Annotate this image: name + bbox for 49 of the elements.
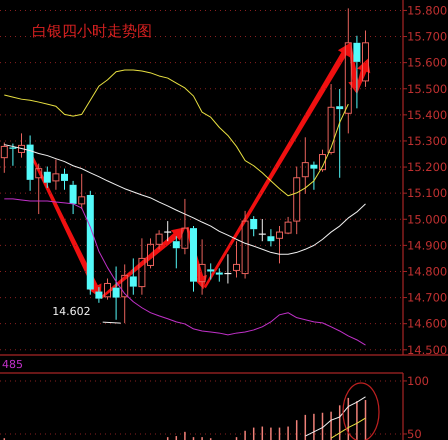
y-tick-label: 15.600 [407,56,448,70]
candlestick [181,198,188,255]
line-series [304,396,366,437]
candlestick [86,190,94,296]
candlestick [35,163,42,215]
line-series [330,418,366,439]
candlestick [52,158,60,190]
y-tick-label: 100 [407,374,429,388]
candlestick [319,149,326,172]
candlestick [121,264,128,324]
candlestick [207,262,214,280]
candlestick [26,134,34,192]
y-tick-label: 15.000 [407,212,448,226]
candlestick [362,30,369,88]
candlestick [70,180,77,215]
candlestick [130,258,137,296]
y-tick-label: 14.900 [407,238,448,252]
text: 485 [2,358,23,371]
annotation: 14.602 [52,305,91,318]
candlestick [190,226,197,292]
y-tick-label: 14.600 [407,316,448,331]
candlestick [216,268,223,282]
candlestick [344,8,352,134]
candlestick [172,236,180,269]
y-tick-label: 14.800 [407,264,448,278]
line-series [4,69,349,196]
y-tick-label: 15.200 [407,160,448,174]
candlestick [250,216,258,237]
y-tick-label: 50 [407,426,422,440]
candlestick [293,166,300,235]
y-tick-label: 15.300 [407,134,448,148]
y-tick-label: 15.700 [407,30,448,44]
candlestick [95,286,102,304]
candlestick [353,35,360,109]
y-tick-label: 15.400 [407,108,448,122]
candlestick [336,88,344,178]
y-tick-label: 15.100 [407,186,448,200]
candlestick [44,166,51,188]
candlestick [198,238,206,296]
y-tick-label: 14.500 [407,342,448,357]
candlestick [61,168,68,190]
candlestick [310,161,318,190]
y-tick-label: 14.700 [407,290,448,305]
candlestick [267,228,274,247]
y-tick-label: 15.800 [407,3,448,18]
candlestick [302,136,309,194]
y-tick-label: 15.500 [407,82,448,96]
text: 白银四小时走势图 [32,22,152,40]
candlestick [112,266,120,320]
